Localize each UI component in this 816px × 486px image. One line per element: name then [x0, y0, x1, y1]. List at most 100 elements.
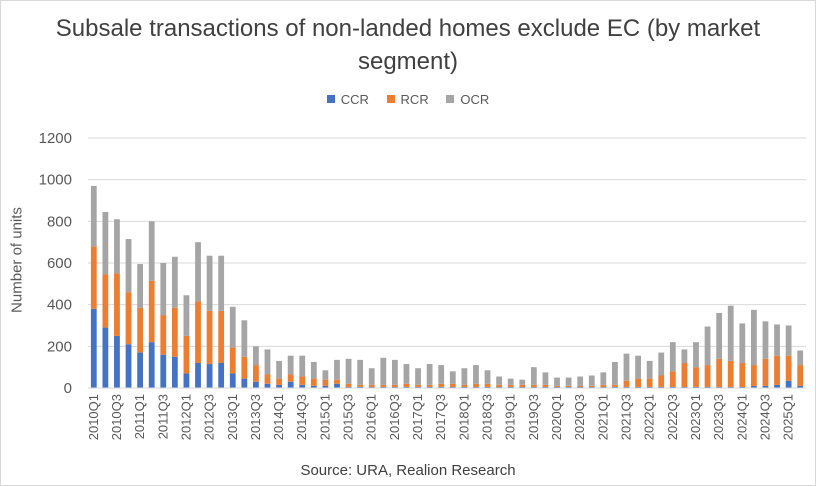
bar-ocr-2017q3 — [438, 365, 445, 384]
bar-ocr-2024q4 — [774, 324, 780, 356]
bar-ocr-2018q1 — [461, 368, 468, 385]
bar-rcr-2023q2 — [704, 365, 711, 387]
y-tick-label: 1000 — [39, 172, 72, 189]
legend-item-ocr: OCR — [446, 92, 489, 107]
bar-ccr-2022q1 — [646, 386, 653, 388]
bar-ocr-2022q3 — [669, 342, 676, 372]
bar-ocr-2020q3 — [577, 376, 584, 386]
bar-ccr-2023q4 — [727, 386, 734, 388]
bar-ocr-2021q1 — [600, 372, 607, 385]
chart-title: Subsale transactions of non-landed homes… — [55, 15, 761, 75]
legend-swatch-ccr — [326, 95, 335, 103]
bar-ocr-2022q2 — [658, 352, 665, 376]
bar-rcr-2010q2 — [102, 274, 109, 328]
bar-ccr-2019q4 — [542, 386, 549, 388]
bar-ocr-2017q1 — [415, 368, 421, 385]
bar-rcr-2018q3 — [484, 383, 491, 387]
bar-rcr-2023q1 — [693, 367, 699, 387]
x-tick-label: 2019Q1 — [503, 394, 518, 440]
bar-ocr-2012q1 — [183, 295, 190, 336]
x-tick-label: 2020Q3 — [572, 394, 587, 440]
y-tick-label: 800 — [47, 213, 72, 230]
bar-ocr-2021q3 — [623, 353, 630, 381]
bar-ocr-2022q4 — [681, 349, 688, 363]
bar-rcr-2019q1 — [507, 384, 514, 387]
bar-ocr-2014q4 — [310, 361, 317, 379]
bar-rcr-2017q2 — [426, 384, 433, 387]
bar-ocr-2019q4 — [542, 372, 549, 385]
bar-ccr-2014q4 — [310, 385, 317, 388]
bar-ccr-2022q4 — [681, 386, 688, 388]
legend-label-ccr: CCR — [340, 91, 369, 107]
bar-rcr-2020q3 — [577, 385, 584, 387]
bar-ocr-2015q4 — [357, 359, 364, 385]
bar-rcr-2013q4 — [264, 374, 271, 384]
bar-rcr-2019q4 — [542, 384, 549, 387]
bar-ocr-2012q2 — [195, 242, 201, 302]
bar-rcr-2015q4 — [357, 384, 364, 387]
bar-rcr-2018q4 — [496, 384, 503, 387]
bar-rcr-2018q1 — [461, 384, 468, 387]
bar-ocr-2023q2 — [704, 326, 711, 366]
y-tick-label: 400 — [47, 297, 72, 314]
x-tick-labels: 2010Q1 2010Q3 2011Q1 2011Q3 2012Q1 2012Q3 2013… — [86, 394, 796, 440]
bar-ccr-2023q3 — [716, 386, 723, 388]
bar-ccr-2015q3 — [345, 386, 352, 388]
bar-ccr-2014q3 — [299, 384, 306, 389]
bar-ccr-2024q4 — [774, 384, 780, 389]
bar-ocr-2017q2 — [426, 364, 433, 385]
bar-ocr-2010q2 — [102, 211, 109, 275]
bar-ocr-2018q2 — [473, 365, 479, 384]
bar-ccr-2020q4 — [588, 386, 595, 388]
bar-ccr-2021q1 — [600, 386, 607, 388]
bar-ccr-2021q3 — [623, 386, 630, 388]
bar-ccr-2021q4 — [635, 386, 641, 388]
bar-ocr-2011q1 — [137, 264, 144, 308]
bar-ccr-2010q2 — [102, 327, 109, 388]
bar-ocr-2011q3 — [160, 263, 167, 316]
bar-ccr-2010q4 — [125, 344, 132, 388]
bar-ocr-2020q4 — [588, 375, 595, 386]
x-tick-label: 2015Q1 — [317, 394, 332, 440]
bar-ccr-2012q4 — [218, 363, 225, 388]
legend-swatch-rcr — [386, 95, 395, 103]
bar-ocr-2025q2 — [797, 350, 804, 366]
y-tick-labels: 0 200 400 600 800 1000 1200 — [39, 130, 72, 397]
legend-swatch-ocr — [446, 95, 455, 103]
bar-ccr-2014q1 — [276, 384, 282, 389]
bar-rcr-2020q1 — [554, 385, 560, 387]
bar-rcr-2021q4 — [635, 378, 641, 387]
bar-rcr-2015q1 — [322, 379, 329, 386]
bar-rcr-2022q2 — [658, 375, 665, 387]
bar-ocr-2022q1 — [646, 360, 653, 379]
bar-ccr-2023q1 — [693, 386, 699, 388]
bar-ccr-2016q3 — [391, 386, 398, 388]
x-tick-label: 2010Q1 — [86, 394, 101, 440]
bar-rcr-2013q1 — [229, 347, 236, 374]
bar-ccr-2015q2 — [334, 383, 340, 388]
bar-ocr-2024q2 — [750, 309, 757, 366]
legend-item-rcr: RCR — [386, 92, 429, 107]
bar-rcr-2024q3 — [762, 358, 769, 386]
bar-ocr-2010q1 — [90, 185, 97, 247]
bar-rcr-2011q1 — [137, 307, 144, 353]
bar-rcr-2021q2 — [612, 384, 618, 387]
bar-rcr-2014q1 — [276, 378, 282, 385]
x-tick-label: 2024Q1 — [734, 394, 749, 440]
x-tick-label: 2010Q3 — [109, 394, 124, 440]
bar-ocr-2013q2 — [241, 320, 248, 357]
bar-ocr-2013q1 — [229, 306, 236, 348]
bar-ocr-2018q4 — [496, 376, 503, 385]
bar-ccr-2010q1 — [90, 308, 97, 388]
bar-ocr-2024q3 — [762, 321, 769, 359]
bar-rcr-2014q3 — [299, 376, 306, 385]
bar-ocr-2021q4 — [635, 355, 641, 379]
bar-ocr-2010q4 — [125, 239, 132, 293]
bar-ocr-2024q1 — [739, 323, 746, 363]
bar-ocr-2012q4 — [218, 255, 225, 311]
bar-ocr-2014q1 — [276, 360, 282, 379]
bar-rcr-2014q2 — [287, 374, 294, 382]
bar-rcr-2024q2 — [750, 365, 757, 386]
bar-rcr-2011q4 — [171, 307, 178, 357]
bar-ccr-2014q2 — [287, 381, 294, 388]
